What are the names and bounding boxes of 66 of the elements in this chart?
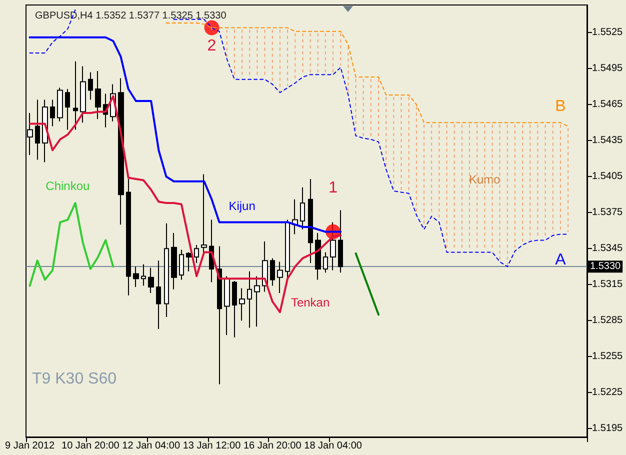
series-label: Tenkan [290,296,330,310]
candlestick [141,264,146,286]
series-label: Kijun [228,199,256,214]
candlestick [80,66,86,124]
y-tick-label: 1.5525 [592,27,624,38]
candlestick [164,222,169,318]
candlestick [224,276,230,336]
candlestick [330,222,336,271]
candlestick [232,280,237,338]
x-tick-label: 16 Jan 20:00 [243,440,302,452]
candlestick [277,261,283,294]
candlestick [315,232,321,280]
y-tick-label: 1.5435 [592,135,624,146]
x-tick-label: 12 Jan 04:00 [122,440,180,452]
annotation: 2 [207,37,216,54]
line-series [28,202,114,287]
annotation: Kumo [468,172,501,186]
y-tick-label: 1.5495 [592,63,624,74]
candlestick [217,246,222,385]
candlestick [254,276,260,328]
candlestick [73,60,78,130]
candlestick [65,88,70,130]
y-tick-label: 1.5225 [592,387,624,398]
candlestick [194,244,199,264]
candlestick [57,87,63,122]
y-tick-label: 1.5195 [592,423,624,434]
candlestick [239,288,245,322]
candlestick [247,270,252,328]
candlestick [171,232,177,290]
annotation: T9 K30 S60 [32,370,117,388]
candlestick [300,186,305,230]
line-series [28,95,342,314]
candlestick [338,210,343,274]
candlestick [308,178,313,264]
x-tick-label: 10 Jan 20:00 [62,440,120,452]
candlestick [126,178,131,296]
y-tick-label: 1.5255 [592,351,624,362]
y-tick-label: 1.5285 [592,315,624,326]
series-label: Chinkou [46,178,90,193]
candlestick [201,174,207,254]
candlestick [50,99,55,127]
y-tick-label: 1.5345 [592,243,624,254]
candlestick [179,249,184,280]
series-label: A [555,252,566,269]
candlestick [292,198,298,235]
line-series [354,252,380,316]
candlestick [148,267,154,294]
candlestick [270,258,275,286]
series-label: B [555,98,566,116]
candlestick [186,252,192,272]
y-tick-label: 1.5375 [592,207,624,218]
annotation: 1 [328,179,338,196]
candlestick [156,260,161,330]
text: GBPUSD,H4 1.5352 1.5377 1.5325 1.5330 [35,10,227,22]
x-tick-label: 13 Jan 12:00 [182,440,242,452]
y-tick-label: 1.5405 [592,171,624,182]
x-tick-label: 9 Jan 2012 [5,440,55,452]
ref-line-label: 1.5330 [590,261,622,272]
candlestick [35,99,40,160]
x-tick-label: 18 Jan 04:00 [304,440,362,452]
y-tick-label: 1.5465 [592,99,624,110]
candlestick [95,70,101,120]
candlestick [88,72,93,100]
candlestick [323,252,328,274]
candlestick [133,266,139,288]
y-tick-label: 1.5315 [592,279,624,290]
